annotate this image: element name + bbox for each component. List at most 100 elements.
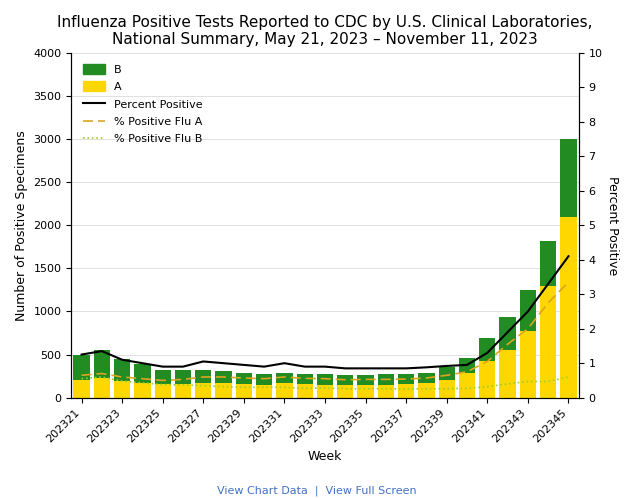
Bar — [216, 371, 231, 383]
Percent Positive — [240, 362, 248, 368]
Bar — [439, 368, 455, 379]
% Positive Flu B — [565, 374, 573, 380]
Bar — [276, 373, 292, 383]
Bar — [500, 350, 515, 398]
% Positive Flu A — [98, 371, 106, 376]
% Positive Flu B — [281, 384, 288, 390]
% Positive Flu A — [78, 373, 86, 378]
% Positive Flu B — [159, 381, 167, 387]
Bar — [134, 383, 150, 398]
Percent Positive — [301, 364, 309, 370]
Bar — [195, 383, 211, 398]
% Positive Flu B — [119, 378, 126, 384]
Bar — [358, 385, 373, 398]
% Positive Flu B — [545, 378, 552, 384]
Bar — [114, 359, 130, 381]
Percent Positive — [78, 352, 86, 358]
% Positive Flu B — [484, 383, 491, 389]
% Positive Flu A — [139, 375, 146, 381]
Bar — [459, 358, 475, 373]
Bar — [337, 375, 353, 385]
Bar — [256, 385, 272, 398]
% Positive Flu A — [565, 279, 573, 285]
Text: View Chart Data  |  View Full Screen: View Chart Data | View Full Screen — [217, 485, 417, 496]
Bar — [560, 217, 576, 398]
% Positive Flu B — [463, 385, 471, 391]
Bar — [398, 374, 414, 384]
% Positive Flu A — [484, 359, 491, 365]
Bar — [114, 381, 130, 398]
Percent Positive — [179, 364, 187, 370]
Bar — [297, 384, 313, 398]
Bar — [94, 378, 110, 398]
Bar — [74, 379, 89, 398]
% Positive Flu B — [139, 380, 146, 386]
Percent Positive — [159, 364, 167, 370]
% Positive Flu A — [240, 375, 248, 381]
X-axis label: Week: Week — [308, 450, 342, 463]
% Positive Flu B — [200, 382, 207, 388]
Bar — [317, 374, 333, 385]
Percent Positive — [220, 360, 228, 366]
% Positive Flu B — [403, 386, 410, 392]
Bar — [256, 374, 272, 385]
Percent Positive — [200, 359, 207, 365]
Bar — [134, 364, 150, 383]
Bar — [520, 290, 536, 331]
Bar — [155, 384, 171, 398]
Bar — [540, 285, 556, 398]
% Positive Flu A — [423, 375, 430, 381]
% Positive Flu B — [78, 375, 86, 381]
Percent Positive — [524, 308, 532, 314]
Percent Positive — [504, 329, 512, 335]
Y-axis label: Percent Positive: Percent Positive — [606, 176, 619, 275]
Bar — [479, 361, 495, 398]
% Positive Flu B — [443, 386, 451, 392]
Bar — [398, 384, 414, 398]
% Positive Flu A — [261, 375, 268, 381]
Percent Positive — [261, 364, 268, 370]
% Positive Flu A — [362, 376, 370, 382]
% Positive Flu A — [281, 374, 288, 380]
% Positive Flu B — [382, 386, 390, 392]
Percent Positive — [382, 366, 390, 372]
% Positive Flu B — [423, 386, 430, 392]
Percent Positive — [463, 362, 471, 368]
% Positive Flu B — [524, 378, 532, 384]
Line: Percent Positive: Percent Positive — [82, 256, 569, 369]
Y-axis label: Number of Positive Specimens: Number of Positive Specimens — [15, 130, 28, 321]
Bar — [418, 383, 434, 398]
Bar — [560, 139, 576, 217]
Bar — [175, 370, 191, 384]
Percent Positive — [342, 366, 349, 372]
% Positive Flu B — [504, 381, 512, 387]
% Positive Flu A — [403, 376, 410, 382]
Percent Positive — [119, 357, 126, 363]
Percent Positive — [545, 281, 552, 287]
Bar — [418, 373, 434, 383]
Percent Positive — [362, 366, 370, 372]
Bar — [378, 385, 394, 398]
Line: % Positive Flu B: % Positive Flu B — [82, 377, 569, 389]
Percent Positive — [321, 364, 329, 370]
% Positive Flu A — [179, 376, 187, 382]
Bar — [155, 370, 171, 384]
Bar — [358, 375, 373, 385]
Percent Positive — [565, 253, 573, 259]
Bar — [378, 374, 394, 385]
% Positive Flu A — [382, 376, 390, 382]
Percent Positive — [403, 366, 410, 372]
% Positive Flu B — [301, 385, 309, 391]
% Positive Flu A — [524, 326, 532, 332]
% Positive Flu A — [504, 341, 512, 347]
Percent Positive — [98, 348, 106, 354]
Bar — [520, 331, 536, 398]
% Positive Flu A — [545, 300, 552, 306]
Bar — [236, 373, 252, 384]
% Positive Flu B — [220, 383, 228, 389]
Bar — [479, 338, 495, 361]
Legend: B, A, Percent Positive, % Positive Flu A, % Positive Flu B: B, A, Percent Positive, % Positive Flu A… — [77, 58, 208, 150]
% Positive Flu A — [159, 377, 167, 383]
Percent Positive — [281, 360, 288, 366]
Percent Positive — [423, 365, 430, 371]
